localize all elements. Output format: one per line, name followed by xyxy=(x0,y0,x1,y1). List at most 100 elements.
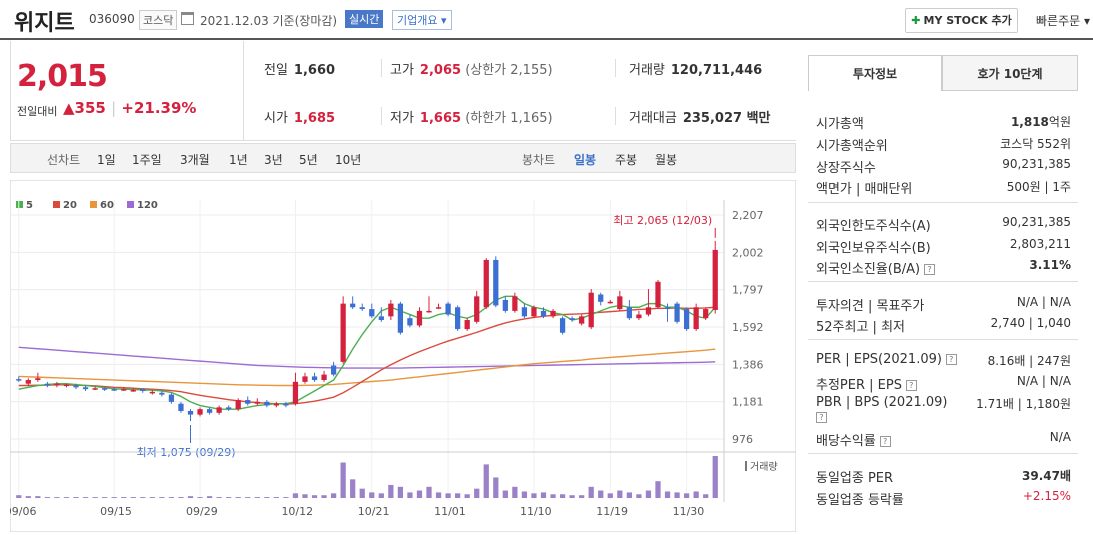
ma-60-line xyxy=(18,348,716,387)
period-1d[interactable]: 1일 xyxy=(97,153,116,167)
volume-bar xyxy=(598,490,604,498)
candle-body xyxy=(416,310,423,326)
info-row-r11: 추정PER | EPS ? N/A | N/A xyxy=(816,374,1071,393)
candle-body xyxy=(254,401,260,404)
info-row-r2: 시가총액순위 코스닥 552위 xyxy=(816,135,1071,154)
candle-body xyxy=(311,376,318,381)
candle-body xyxy=(226,407,232,410)
info-row-r12: PBR | BPS (2021.09)? 1.71배 | 1,180원 xyxy=(816,395,1071,424)
y-tick-label: 976 xyxy=(732,433,753,446)
open-label: 시가 xyxy=(264,111,288,126)
volume-bar xyxy=(73,497,79,498)
r4-value-wrap: 500원 | 1주 xyxy=(1007,178,1071,195)
price-box: 2,015 전일대비 ▲355 | +21.39% xyxy=(10,41,244,141)
r7-label: 외국인소진율(B/A) xyxy=(816,262,921,277)
candle-body xyxy=(674,303,680,322)
candle-monthly[interactable]: 월봉 xyxy=(655,153,678,167)
stock-header: 위지트 036090 코스닥 2021.12.03 기준(장마감) 실시간 기업… xyxy=(0,0,1093,40)
help-icon[interactable]: ? xyxy=(879,436,891,447)
change-rate: +21.39% xyxy=(121,99,197,117)
candle-body xyxy=(693,307,699,330)
plus-icon: ✚ xyxy=(911,14,921,27)
candle-body xyxy=(683,309,690,330)
volume-bar xyxy=(16,495,22,498)
r3-value-wrap: 90,231,385 xyxy=(1002,157,1071,171)
volume-bar xyxy=(521,491,528,498)
help-icon[interactable]: ? xyxy=(816,412,827,423)
x-tick-label: 11/19 xyxy=(596,505,628,518)
r14-value-wrap: 39.47배 xyxy=(1022,467,1071,484)
max-price-label: 최고 2,065 (12/03) xyxy=(613,214,712,227)
r8-value: N/A | N/A xyxy=(1016,295,1071,309)
x-tick-label: 11/10 xyxy=(520,505,552,518)
r7-value: 3.11% xyxy=(1029,258,1071,272)
volume-bar xyxy=(82,497,89,498)
info-divider xyxy=(808,453,1078,454)
candle-body xyxy=(159,392,165,395)
help-icon[interactable]: ? xyxy=(905,380,917,391)
open-price: 시가 1,685 xyxy=(264,107,335,126)
volume-bar xyxy=(416,490,423,498)
candle-body xyxy=(82,387,89,390)
company-overview-button[interactable]: 기업개요 ▾ xyxy=(392,10,452,30)
candle-body xyxy=(206,409,213,413)
candle-body xyxy=(655,281,661,308)
candle-body xyxy=(703,309,709,319)
candle-body xyxy=(550,310,556,317)
r2-value: 코스닥 552위 xyxy=(1000,137,1071,151)
tab-order-book[interactable]: 호가 10단계 xyxy=(942,55,1078,91)
candlestick-chart: 5 20 60 120 2,207 2,002 1,797 1,592 1,386 1,181 97… xyxy=(5,179,797,533)
volume-bar xyxy=(359,488,365,498)
info-divider xyxy=(808,281,1078,282)
candle-body xyxy=(493,259,499,306)
y-tick-label: 1,797 xyxy=(732,284,764,297)
candle-body xyxy=(664,307,671,310)
candle-body xyxy=(455,307,461,330)
volume-bar xyxy=(44,497,51,498)
quick-order-button[interactable]: 빠른주문 ▾ xyxy=(1036,14,1090,28)
period-3m[interactable]: 3개월 xyxy=(180,153,210,167)
info-divider xyxy=(808,339,1078,340)
y-tick-label: 2,207 xyxy=(732,209,764,222)
volume-bar xyxy=(388,484,394,498)
period-1y[interactable]: 1년 xyxy=(229,153,248,167)
r6-value-wrap: 2,803,211 xyxy=(1010,237,1071,251)
candle-body xyxy=(378,316,384,320)
volume-bar xyxy=(187,496,194,498)
r4-value: 500원 | 1주 xyxy=(1006,180,1071,194)
r8-label: 투자의견 | 목표주가 xyxy=(816,299,925,314)
volume-bar xyxy=(159,497,165,498)
candle-body xyxy=(35,378,41,381)
candle-body xyxy=(598,294,604,302)
volume-bar xyxy=(283,497,289,498)
candle-daily[interactable]: 일봉 xyxy=(574,153,597,167)
volume-bar xyxy=(664,491,671,498)
volume-bar xyxy=(426,486,432,498)
candle-weekly[interactable]: 주봉 xyxy=(615,153,638,167)
volume-bar xyxy=(579,495,585,498)
legend-swatch xyxy=(53,201,60,208)
candle-body xyxy=(140,389,146,391)
divider xyxy=(381,59,382,77)
volume-bar xyxy=(655,481,661,498)
lower-limit: (하한가 1,165) xyxy=(465,111,553,126)
period-10y[interactable]: 10년 xyxy=(335,153,362,167)
period-3y[interactable]: 3년 xyxy=(264,153,283,167)
period-1w[interactable]: 1주일 xyxy=(132,153,162,167)
period-5y[interactable]: 5년 xyxy=(299,153,318,167)
volume-bar xyxy=(693,491,699,498)
candle-body xyxy=(626,307,632,319)
price-chart[interactable]: 5 20 60 120 2,207 2,002 1,797 1,592 1,386 1,181 97… xyxy=(5,179,797,533)
candle-body xyxy=(302,376,308,382)
add-my-stock-button[interactable]: ✚ MY STOCK 추가 xyxy=(905,8,1018,33)
realtime-badge[interactable]: 실시간 xyxy=(345,10,384,28)
candle-body xyxy=(502,299,508,311)
candle-body xyxy=(512,296,518,311)
help-icon[interactable]: ? xyxy=(923,264,935,275)
help-icon[interactable]: ? xyxy=(945,354,957,365)
volume-bar xyxy=(674,492,680,498)
tab-investment-info[interactable]: 투자정보 xyxy=(808,55,942,91)
candle-body xyxy=(521,307,528,317)
market-badge: 코스닥 xyxy=(139,10,178,30)
volume-bar xyxy=(35,496,41,498)
